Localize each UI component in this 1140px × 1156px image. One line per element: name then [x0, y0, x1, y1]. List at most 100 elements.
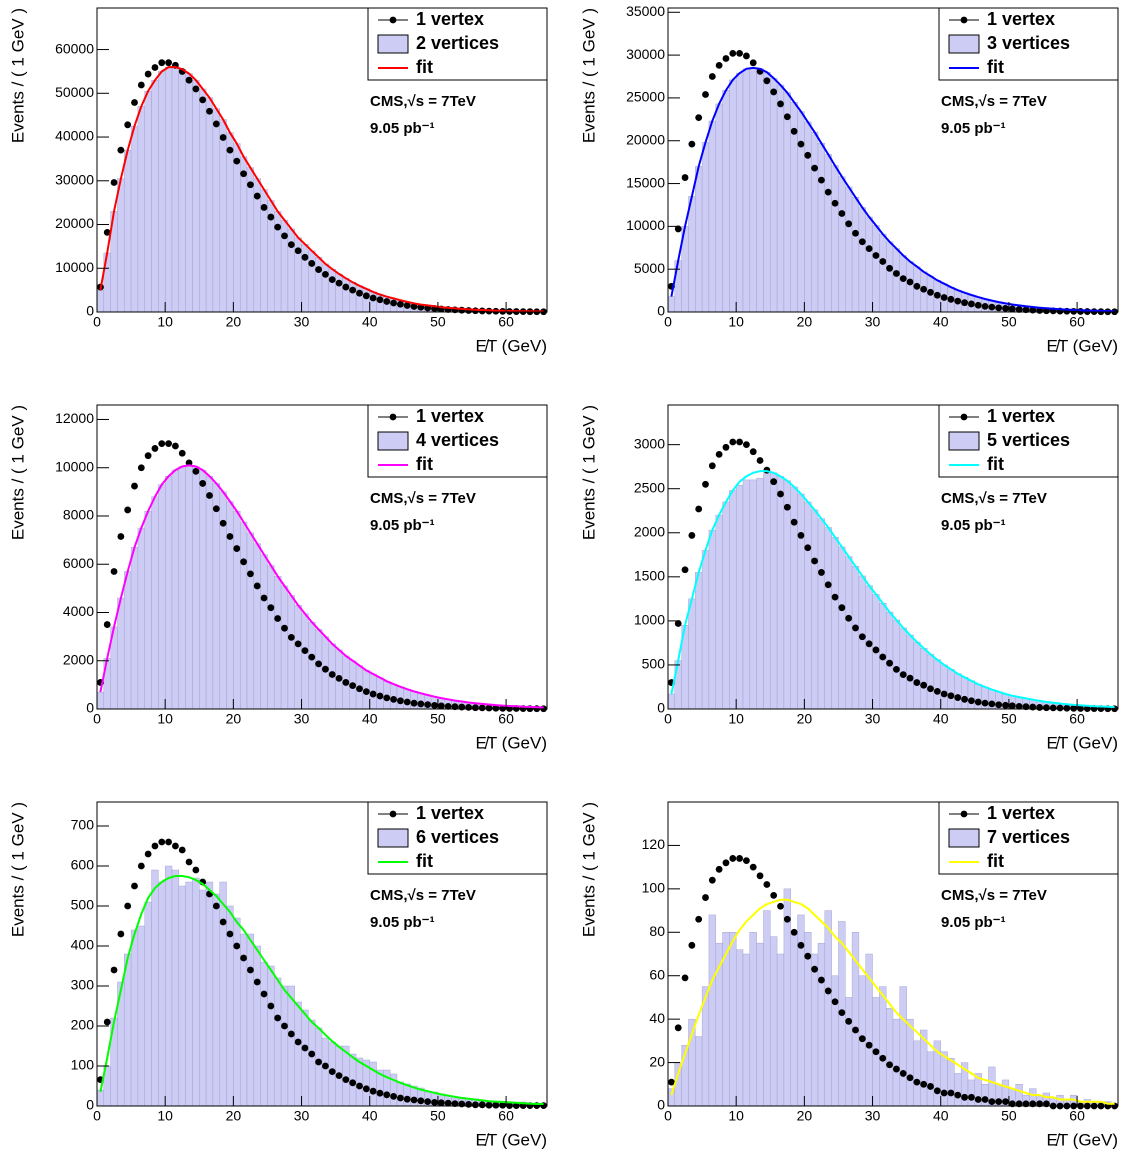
x-tick-label: 30: [294, 1108, 310, 1124]
legend-symbol: [389, 810, 397, 818]
x-tick-label: 20: [226, 711, 242, 727]
data-point: [151, 64, 159, 71]
data-point: [831, 593, 839, 601]
data-point: [110, 179, 118, 186]
data-point: [390, 695, 397, 703]
histogram-bar: [824, 910, 832, 1107]
data-point: [322, 270, 329, 278]
histogram-bar: [695, 1036, 703, 1107]
x-tick-label: 10: [728, 1108, 744, 1124]
histogram-bar: [124, 953, 132, 1107]
histogram-bar: [239, 521, 248, 710]
data-point: [756, 457, 764, 464]
data-point: [715, 450, 723, 458]
y-tick-label: 0: [86, 1097, 94, 1113]
data-point: [281, 1022, 288, 1030]
data-point: [349, 682, 357, 689]
x-tick-label: 40: [933, 1108, 949, 1124]
data-point: [777, 490, 784, 498]
data-point: [240, 558, 247, 566]
y-tick-label: 500: [642, 656, 666, 672]
data-point: [260, 594, 268, 602]
data-point: [1008, 702, 1016, 710]
y-tick-label: 50000: [55, 84, 94, 100]
data-point: [131, 882, 138, 890]
data-point: [1002, 701, 1009, 709]
data-point: [267, 604, 275, 612]
data-point: [376, 1089, 384, 1097]
data-point: [893, 665, 900, 673]
data-point: [770, 478, 778, 486]
histogram-bar: [817, 942, 826, 1107]
data-point: [933, 1087, 941, 1095]
data-point: [886, 1061, 893, 1069]
y-tick-label: 2500: [634, 479, 665, 495]
histogram-bar: [667, 1088, 676, 1107]
histogram-bar: [164, 66, 173, 313]
histogram-bar: [144, 90, 152, 313]
y-axis-label: Events / ( 1 GeV ): [8, 405, 27, 540]
histogram-bar: [219, 881, 227, 1107]
x-tick-label: 50: [1001, 711, 1017, 727]
y-tick-label: 20000: [626, 131, 665, 147]
data-point: [103, 621, 111, 628]
data-point: [974, 301, 982, 309]
data-point: [906, 278, 914, 286]
y-tick-label: 3000: [634, 435, 665, 451]
histogram-bar: [226, 132, 234, 313]
annotation: 9.05 pb⁻¹: [370, 120, 435, 137]
x-tick-label: 40: [362, 711, 378, 727]
data-point: [451, 703, 459, 711]
data-point: [151, 445, 159, 452]
data-point: [756, 872, 764, 880]
histogram-bar: [817, 518, 826, 710]
data-point: [879, 653, 887, 661]
data-point: [954, 694, 962, 701]
histogram-bar: [722, 90, 730, 313]
data-point: [790, 127, 798, 135]
data-point: [226, 930, 234, 938]
histogram-bar: [783, 480, 791, 710]
data-point: [927, 685, 934, 693]
histogram-bar: [96, 691, 105, 710]
histogram-bar: [267, 565, 275, 710]
data-point: [465, 704, 472, 711]
data-point: [478, 1101, 486, 1109]
histogram-bar: [906, 261, 914, 313]
data-point: [410, 1096, 418, 1104]
legend-symbol: [389, 16, 397, 24]
histogram-bar: [233, 510, 241, 710]
panel: 0 5000 10000 15000 20000 25000 30000 35000 0 10 20…: [579, 3, 1119, 355]
data-point: [103, 1018, 111, 1026]
y-tick-label: 100: [71, 1057, 95, 1073]
histogram-bar: [695, 572, 703, 710]
legend-symbol: [960, 413, 968, 421]
y-tick-label: 600: [71, 857, 95, 873]
data-point: [824, 581, 832, 589]
histogram-bar: [858, 575, 866, 710]
data-point: [940, 1089, 948, 1097]
histogram-bar: [151, 79, 159, 313]
x-tick-label: 20: [226, 1108, 242, 1124]
data-point: [838, 1009, 846, 1017]
histogram-bar: [144, 510, 152, 710]
histogram-bar: [906, 634, 914, 710]
histogram-bar: [838, 546, 846, 710]
data-point: [294, 247, 302, 255]
data-point: [831, 998, 839, 1006]
data-point: [226, 533, 234, 540]
data-point: [472, 704, 479, 712]
data-point: [708, 876, 716, 884]
y-tick-label: 4000: [63, 603, 94, 619]
data-point: [886, 659, 893, 667]
data-point: [695, 505, 703, 513]
data-point: [390, 1093, 397, 1100]
histogram-bar: [158, 484, 166, 710]
data-point: [961, 299, 968, 307]
data-point: [777, 902, 784, 910]
data-point: [233, 157, 241, 165]
data-point: [852, 1026, 859, 1034]
data-point: [165, 59, 172, 67]
histogram-bar: [280, 585, 289, 710]
y-tick-label: 120: [642, 836, 666, 852]
